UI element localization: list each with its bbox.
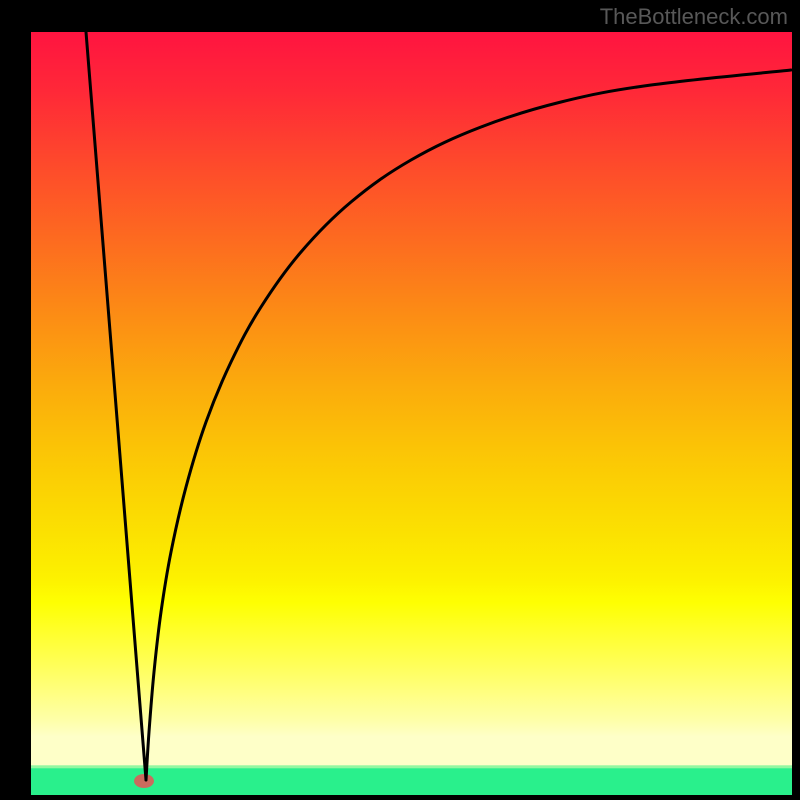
plot-area [31,32,792,795]
chart-container: TheBottleneck.com [0,0,800,800]
watermark-text: TheBottleneck.com [600,4,788,30]
